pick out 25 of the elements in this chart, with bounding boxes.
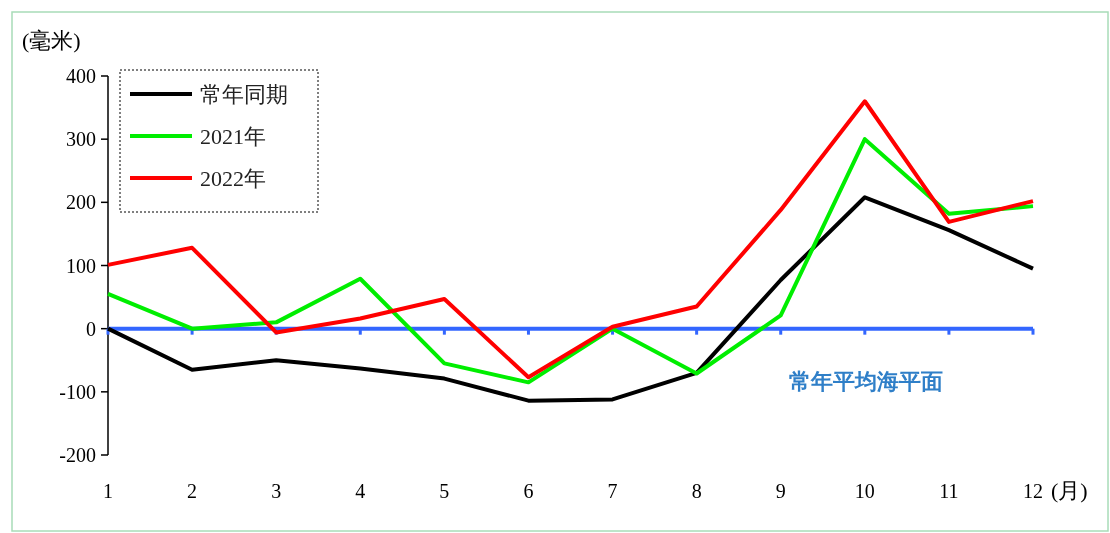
x-tick-label: 7 — [607, 480, 618, 502]
y-axis-title: (毫米) — [22, 28, 81, 53]
x-tick-label: 4 — [355, 480, 366, 502]
y-tick-label: -100 — [59, 380, 96, 403]
y-tick-label: 200 — [66, 191, 96, 214]
x-tick-label: 12 — [1023, 480, 1043, 502]
legend-label: 常年同期 — [200, 82, 288, 107]
x-tick-label: 9 — [775, 480, 786, 502]
legend-label: 2021年 — [200, 124, 266, 149]
legend-label: 2022年 — [200, 166, 266, 191]
y-tick-label: 300 — [66, 128, 96, 151]
x-axis-title: (月) — [1051, 478, 1088, 503]
x-tick-label: 8 — [691, 480, 702, 502]
x-tick-label: 5 — [439, 480, 450, 502]
y-tick-label: 100 — [66, 254, 96, 277]
y-tick-label: 400 — [66, 65, 96, 87]
y-tick-label: -200 — [59, 444, 96, 466]
ref-line-label: 常年平均海平面 — [789, 368, 943, 394]
x-tick-label: 2 — [187, 480, 198, 502]
x-tick-label: 11 — [939, 480, 959, 502]
x-tick-label: 1 — [103, 480, 113, 502]
y-tick-label: 0 — [86, 317, 96, 340]
x-tick-label: 6 — [523, 480, 534, 502]
x-tick-label: 3 — [271, 480, 282, 502]
x-tick-label: 10 — [854, 480, 875, 502]
